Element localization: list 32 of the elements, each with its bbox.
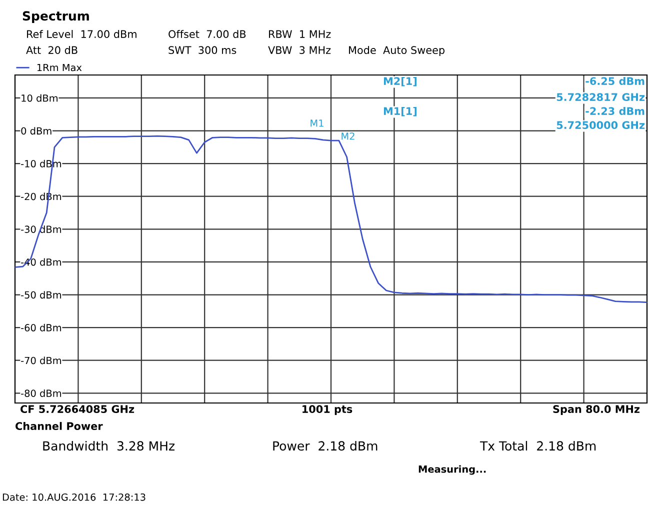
text: Span 80.0 MHz bbox=[553, 405, 640, 416]
annotation: M2 bbox=[342, 132, 354, 140]
annotation: -2.23 dBm bbox=[586, 106, 644, 116]
text: VBW 3 MHz bbox=[268, 46, 331, 54]
y-tick-label: -50 dBm bbox=[21, 291, 62, 299]
text: Channel Power bbox=[16, 422, 103, 430]
text: Date: 10.AUG.2016 17:28:13 bbox=[2, 493, 146, 501]
text: 1001 pts bbox=[302, 405, 352, 416]
annotation: M1 bbox=[310, 120, 324, 127]
text: Bandwidth 3.28 MHz bbox=[43, 440, 175, 451]
chart-title: Spectrum bbox=[22, 11, 89, 24]
text: Mode Auto Sweep bbox=[349, 46, 444, 56]
text: SWT 300 ms bbox=[168, 46, 236, 54]
annotation: M2[1] bbox=[384, 76, 416, 86]
annotation: M1[1] bbox=[384, 106, 416, 116]
text: Power 2.18 dBm bbox=[273, 440, 378, 451]
y-tick-label: -80 dBm bbox=[21, 389, 62, 397]
text: Att 20 dB bbox=[26, 46, 78, 54]
text: Measuring... bbox=[418, 465, 486, 475]
text: CF 5.72664085 GHz bbox=[20, 405, 134, 414]
annotation: 5.7282817 GHz bbox=[556, 93, 645, 102]
annotation: -6.25 dBm bbox=[586, 76, 644, 86]
y-tick-label: -60 dBm bbox=[21, 324, 62, 332]
text: Tx Total 2.18 dBm bbox=[480, 440, 596, 451]
text: Offset 7.00 dB bbox=[168, 30, 246, 38]
y-tick-label: 10 dBm bbox=[22, 94, 58, 102]
text: Ref Level 17.00 dBm bbox=[27, 30, 136, 38]
text: 1Rm Max bbox=[37, 64, 82, 72]
annotation: 5.7250000 GHz bbox=[556, 121, 645, 130]
y-tick-label: 0 dBm bbox=[21, 127, 52, 135]
text: RBW 1 MHz bbox=[269, 30, 331, 38]
y-tick-label: -70 dBm bbox=[21, 356, 62, 364]
